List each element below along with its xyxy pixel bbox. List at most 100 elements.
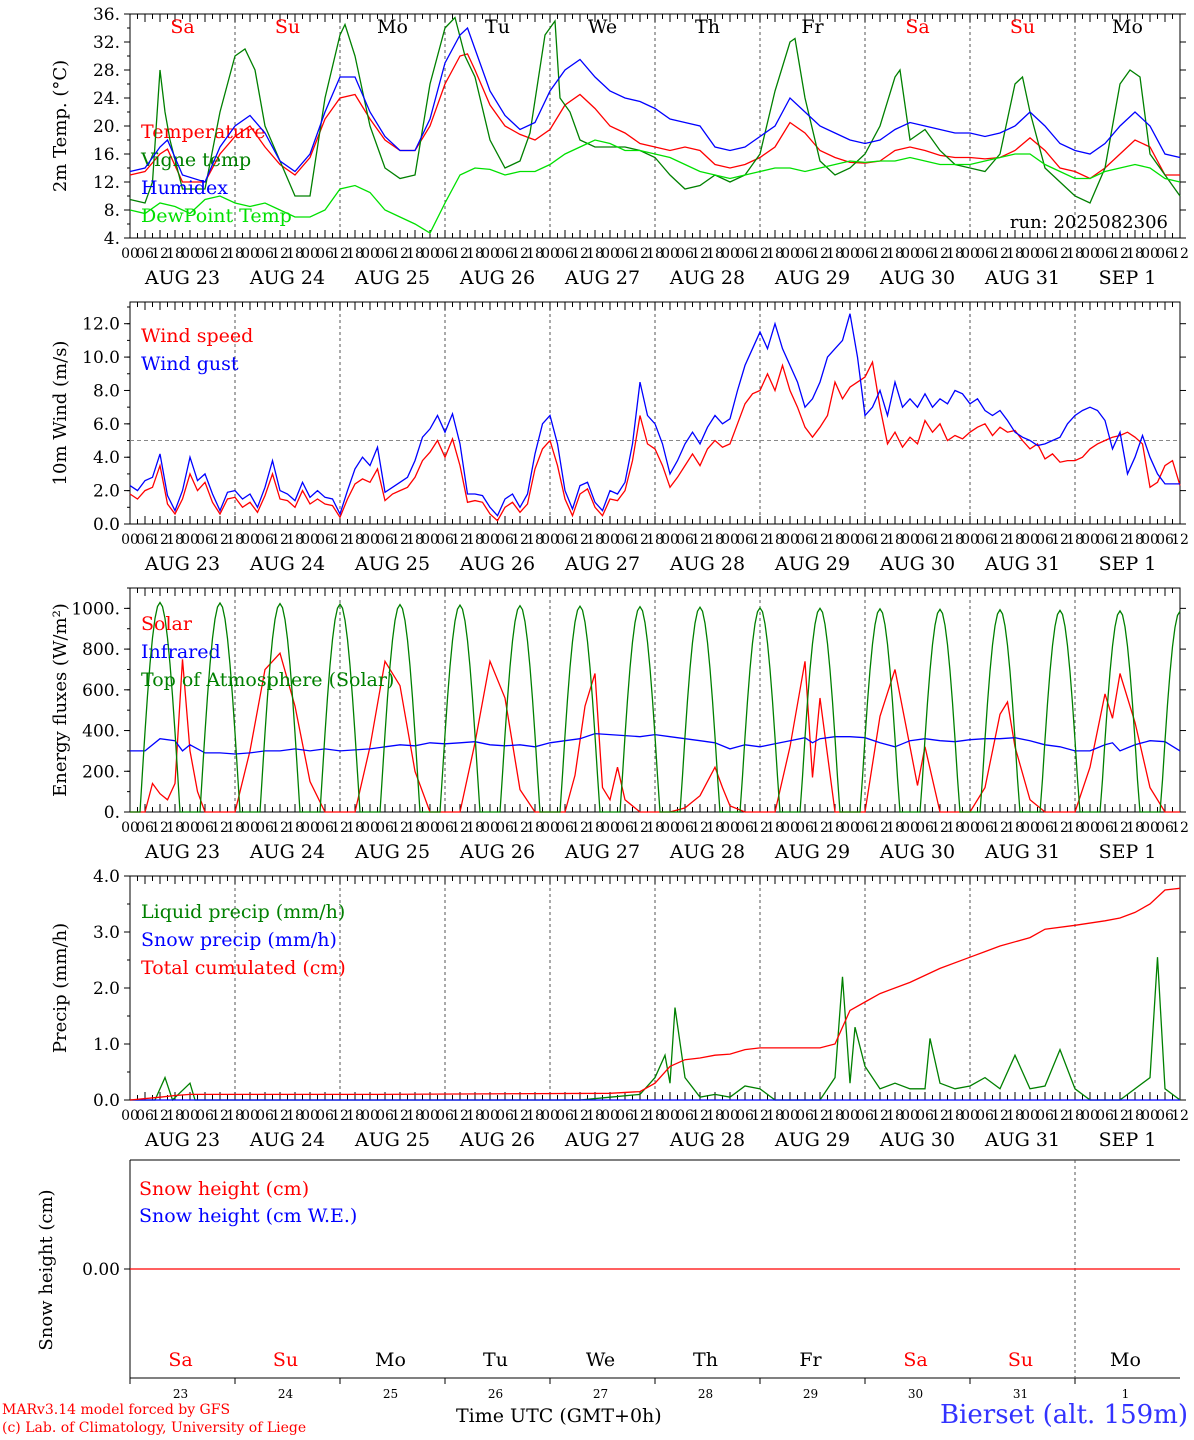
hour-tick-label: 18 xyxy=(406,820,424,836)
legend-entry: Wind speed xyxy=(141,325,253,347)
model-credit: MARv3.14 model forced by GFS xyxy=(2,1402,231,1418)
hour-tick-label: 00 xyxy=(421,532,439,548)
date-label: AUG 30 xyxy=(879,1129,955,1151)
panel-2: 0.02.04.06.08.010.012.000061218000612180… xyxy=(50,301,1189,575)
y-axis-label: 2m Temp. (°C) xyxy=(50,60,71,192)
hour-tick-label: 06 xyxy=(196,1108,214,1124)
hour-tick-label: 18 xyxy=(646,820,664,836)
series-line-top-of-atmosphere-solar- xyxy=(130,601,1181,813)
hour-tick-label: 18 xyxy=(1126,1108,1144,1124)
hour-tick-label: 00 xyxy=(901,820,919,836)
date-label: AUG 29 xyxy=(774,1129,850,1151)
hour-tick-label: 00 xyxy=(541,1108,559,1124)
hour-tick-label: 12 xyxy=(211,532,229,548)
hour-tick-label: 00 xyxy=(541,532,559,548)
weekday-label: Tu xyxy=(485,16,510,38)
y-tick-label: 4.0 xyxy=(93,867,120,887)
hour-tick-label: 00 xyxy=(301,532,319,548)
hour-tick-label: 00 xyxy=(241,246,259,262)
hour-tick-label: 00 xyxy=(661,246,679,262)
hour-tick-label: 00 xyxy=(481,1108,499,1124)
day-number: 1 xyxy=(1122,1387,1130,1401)
hour-tick-label: 06 xyxy=(196,246,214,262)
hour-tick-label: 06 xyxy=(436,532,454,548)
y-tick-label: 3.0 xyxy=(93,923,120,943)
legend-entry: Infrared xyxy=(141,641,221,663)
hour-tick-label: 06 xyxy=(796,532,814,548)
hour-tick-label: 00 xyxy=(481,246,499,262)
hour-tick-label: 00 xyxy=(421,246,439,262)
hour-tick-label: 00 xyxy=(121,1108,139,1124)
date-label: AUG 28 xyxy=(669,553,745,575)
hour-tick-label: 06 xyxy=(916,246,934,262)
hour-tick-label: 00 xyxy=(241,532,259,548)
hour-tick-label: 12 xyxy=(271,246,289,262)
hour-tick-label: 00 xyxy=(301,1108,319,1124)
panel-5: 0.00 Snow height (cm) Snow height (cm) Snow… xyxy=(36,1159,1180,1401)
y-tick-label: 400. xyxy=(82,722,120,742)
date-label: SEP 1 xyxy=(1099,1129,1157,1151)
hour-tick-label: 18 xyxy=(586,532,604,548)
y-tick-label: 600. xyxy=(82,681,120,701)
legend-entry: Top of Atmosphere (Solar) xyxy=(141,669,394,691)
hour-tick-label: 00 xyxy=(661,1108,679,1124)
date-label: AUG 25 xyxy=(354,553,430,575)
hour-tick-label: 06 xyxy=(1096,1108,1114,1124)
hour-tick-label: 18 xyxy=(826,532,844,548)
y-tick-label: 800. xyxy=(82,640,120,660)
hour-tick-label: 06 xyxy=(256,246,274,262)
legend-entry: DewPoint Temp xyxy=(141,205,292,227)
hour-tick-label: 06 xyxy=(856,820,874,836)
hour-tick-label: 06 xyxy=(856,1108,874,1124)
y-axis-label: Energy fluxes (W/m²) xyxy=(50,603,71,797)
hour-tick-label: 18 xyxy=(766,246,784,262)
hour-tick-label: 18 xyxy=(706,820,724,836)
hour-tick-label: 18 xyxy=(526,532,544,548)
hour-tick-label: 18 xyxy=(766,532,784,548)
weekday-label: Sa xyxy=(903,1349,927,1371)
hour-tick-label: 00 xyxy=(541,246,559,262)
hour-tick-label: 00 xyxy=(661,820,679,836)
hour-tick-label: 12 xyxy=(931,532,949,548)
hour-tick-label: 06 xyxy=(736,532,754,548)
hour-tick-label: 06 xyxy=(1156,246,1174,262)
hour-tick-label: 06 xyxy=(376,246,394,262)
hour-tick-label: 06 xyxy=(136,1108,154,1124)
hour-tick-label: 06 xyxy=(376,820,394,836)
hour-tick-label: 12 xyxy=(991,246,1009,262)
day-number: 25 xyxy=(383,1387,398,1401)
date-label: AUG 30 xyxy=(879,553,955,575)
hour-tick-label: 18 xyxy=(946,246,964,262)
hour-tick-label: 06 xyxy=(496,532,514,548)
hour-tick-label: 00 xyxy=(781,532,799,548)
date-label: AUG 26 xyxy=(459,841,535,863)
hour-tick-label: 06 xyxy=(496,820,514,836)
date-label: AUG 30 xyxy=(879,841,955,863)
y-tick-label: 1.0 xyxy=(93,1035,120,1055)
hour-tick-label: 06 xyxy=(736,246,754,262)
hour-tick-label: 00 xyxy=(361,246,379,262)
hour-tick-label: 12 xyxy=(931,1108,949,1124)
hour-tick-label: 00 xyxy=(241,820,259,836)
hour-tick-label: 18 xyxy=(166,246,184,262)
day-number: 23 xyxy=(173,1387,188,1401)
hour-tick-label: 12 xyxy=(631,820,649,836)
hour-tick-label: 00 xyxy=(541,820,559,836)
hour-tick-label: 18 xyxy=(706,1108,724,1124)
hour-tick-label: 18 xyxy=(826,246,844,262)
hour-tick-label: 06 xyxy=(436,1108,454,1124)
hour-tick-label: 06 xyxy=(556,1108,574,1124)
hour-tick-label: 12 xyxy=(571,532,589,548)
hour-tick-label: 06 xyxy=(376,1108,394,1124)
hour-tick-label: 00 xyxy=(841,1108,859,1124)
hour-tick-label: 06 xyxy=(796,246,814,262)
hour-tick-label: 18 xyxy=(286,1108,304,1124)
hour-tick-label: 06 xyxy=(616,532,634,548)
hour-tick-label: 00 xyxy=(721,1108,739,1124)
hour-tick-label: 12 xyxy=(871,246,889,262)
hour-tick-label: 12 xyxy=(1171,1108,1189,1124)
hour-tick-label: 18 xyxy=(526,820,544,836)
hour-tick-label: 18 xyxy=(1126,820,1144,836)
date-label: AUG 26 xyxy=(459,267,535,289)
hour-tick-label: 06 xyxy=(856,246,874,262)
